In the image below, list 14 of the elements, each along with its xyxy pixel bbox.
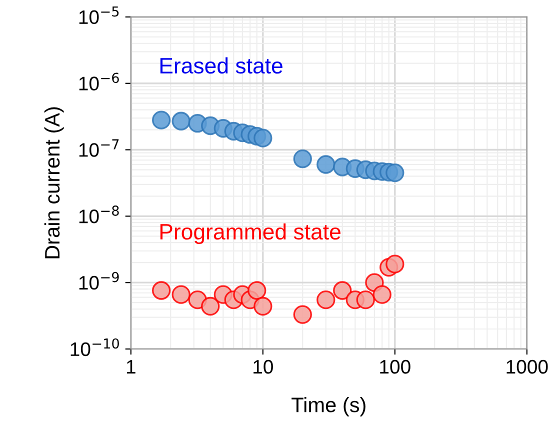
y-tick-label: 10$^{−5}$ <box>79 6 119 24</box>
x-tick-label: 100 <box>380 360 410 374</box>
y-tick-label: 10$^{−7}$ <box>79 139 119 157</box>
x-tick-label: 1000 <box>506 360 548 374</box>
x-axis-title: Time (s) <box>292 396 366 416</box>
y-tick-label: 10$^{−10}$ <box>70 338 119 356</box>
y-tick-label: 10$^{−6}$ <box>79 72 119 90</box>
series-label: Programmed state <box>160 223 340 244</box>
y-axis-title: Drain current (A) <box>44 107 64 258</box>
series-label: Erased state <box>160 57 282 74</box>
x-tick-label: 10 <box>254 360 273 374</box>
x-tick-label: 1 <box>126 360 136 374</box>
y-tick-label: 10$^{−8}$ <box>79 206 119 224</box>
y-tick-label: 10$^{−9}$ <box>79 272 119 290</box>
